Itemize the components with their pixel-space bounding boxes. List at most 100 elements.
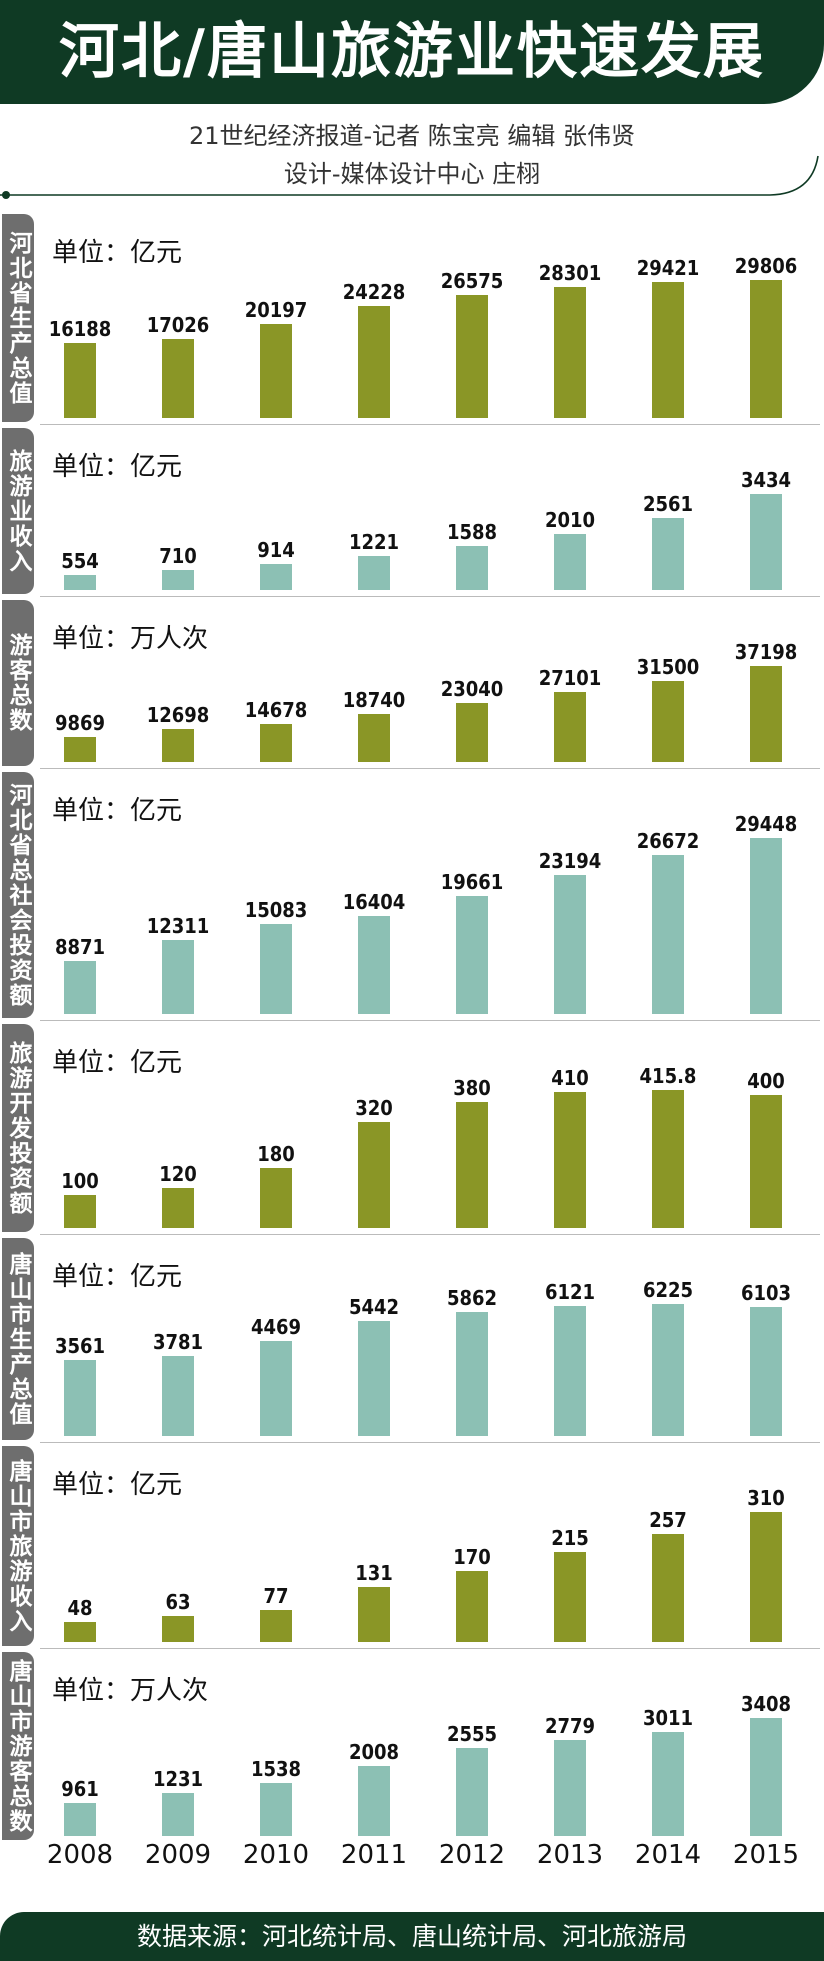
value-label-2009: 17026 [146,313,210,337]
panel-divider [40,768,820,769]
bar-2012 [456,1748,488,1836]
panel-divider [40,424,820,425]
value-label-2009: 3781 [152,1330,204,1354]
bar-2012 [456,546,488,590]
value-label-2015: 310 [747,1486,785,1510]
chart-panel-4: 河北省总社会投资额 单位：亿元 8871 12311 15083 16404 19661 23… [0,772,824,1021]
unit-label: 单位：亿元 [52,238,183,268]
chart-label: 河北省总社会投资额 [5,782,31,1008]
value-label-2009: 120 [159,1162,197,1186]
bar-2008 [64,575,96,590]
chart-label: 旅游业收入 [5,448,31,574]
bar-2009 [162,1356,194,1436]
bar-2014 [652,681,684,762]
credit-line-1: 21世纪经济报道-记者 陈宝亮 编辑 张伟贤 [188,122,636,150]
bar-2014 [652,518,684,590]
unit-label: 单位：亿元 [52,452,183,482]
bar-2009 [162,1188,194,1228]
bar-2011 [358,1587,390,1642]
bar-2011 [358,1122,390,1228]
bar-2009 [162,729,194,762]
value-label-2008: 48 [67,1596,93,1620]
value-label-2012: 5862 [446,1286,498,1310]
year-tick-2012: 2012 [438,1840,506,1870]
bar-2010 [260,564,292,590]
value-label-2013: 215 [551,1526,589,1550]
value-label-2008: 554 [61,549,99,573]
bar-2013 [554,287,586,418]
chart-label: 游客总数 [5,633,31,733]
year-tick-2010: 2010 [242,1840,310,1870]
bar-2014 [652,1304,684,1436]
chart-label-tab: 旅游开发投资额 [2,1024,34,1232]
value-label-2008: 100 [61,1169,99,1193]
value-label-2008: 3561 [54,1334,106,1358]
bar-2013 [554,1740,586,1836]
bar-2014 [652,1090,684,1228]
bar-2013 [554,1092,586,1228]
year-tick-2014: 2014 [634,1840,702,1870]
value-label-2008: 16188 [48,317,112,341]
value-label-2010: 1538 [250,1757,302,1781]
value-label-2012: 19661 [440,870,504,894]
value-label-2014: 6225 [642,1278,694,1302]
bar-2009 [162,940,194,1014]
value-label-2010: 77 [263,1584,289,1608]
chart-label-tab: 游客总数 [2,600,34,766]
chart-label: 唐山市生产总值 [5,1251,31,1427]
bar-2014 [652,855,684,1014]
value-label-2013: 2779 [544,1714,596,1738]
bar-2012 [456,1102,488,1228]
bar-2008 [64,1195,96,1228]
bar-2010 [260,924,292,1014]
bar-2015 [750,1718,782,1836]
panel-divider [40,1234,820,1235]
unit-label: 单位：万人次 [52,1676,209,1706]
panel-divider [40,596,820,597]
value-label-2015: 3408 [740,1692,792,1716]
bar-2015 [750,1095,782,1228]
panel-divider [40,1648,820,1649]
bar-2011 [358,1766,390,1836]
bar-2011 [358,556,390,590]
chart-label-tab: 旅游业收入 [2,428,34,594]
bar-2015 [750,1307,782,1436]
value-label-2015: 6103 [740,1281,792,1305]
chart-panel-5: 旅游开发投资额 单位：亿元 100 120 180 320 380 410 415.8 400 [0,1024,824,1235]
value-label-2014: 26672 [636,829,700,853]
chart-label-tab: 唐山市旅游收入 [2,1446,34,1646]
unit-label: 单位：亿元 [52,1048,183,1078]
chart-panel-3: 游客总数 单位：万人次 9869 12698 14678 18740 23040 27101 3… [0,600,824,769]
bar-2011 [358,916,390,1014]
bar-2010 [260,1610,292,1642]
value-label-2012: 26575 [440,269,504,293]
value-label-2009: 1231 [152,1767,204,1791]
value-label-2012: 380 [453,1076,491,1100]
bar-2014 [652,282,684,418]
unit-label: 单位：亿元 [52,1470,183,1500]
bar-2012 [456,1312,488,1436]
bar-2008 [64,1803,96,1836]
value-label-2009: 12311 [146,914,210,938]
bar-2008 [64,961,96,1014]
value-label-2009: 12698 [146,703,210,727]
value-label-2015: 29448 [734,812,798,836]
bar-2015 [750,280,782,418]
chart-label: 唐山市游客总数 [5,1658,31,1834]
value-label-2015: 29806 [734,254,798,278]
year-tick-2013: 2013 [536,1840,604,1870]
panel-divider [40,1020,820,1021]
value-label-2009: 63 [165,1590,191,1614]
value-label-2008: 8871 [54,935,106,959]
year-tick-2009: 2009 [144,1840,212,1870]
unit-label: 单位：万人次 [52,624,209,654]
data-source: 数据来源：河北统计局、唐山统计局、河北旅游局 [136,1922,687,1951]
bar-2010 [260,1168,292,1228]
value-label-2014: 31500 [636,655,700,679]
bar-2015 [750,1512,782,1642]
value-label-2013: 23194 [538,849,602,873]
chart-panel-8: 唐山市游客总数 单位：万人次 961 1231 1538 2008 2555 2779 3011… [0,1652,824,1840]
bar-2008 [64,343,96,418]
bar-2015 [750,666,782,762]
bar-2008 [64,1360,96,1436]
